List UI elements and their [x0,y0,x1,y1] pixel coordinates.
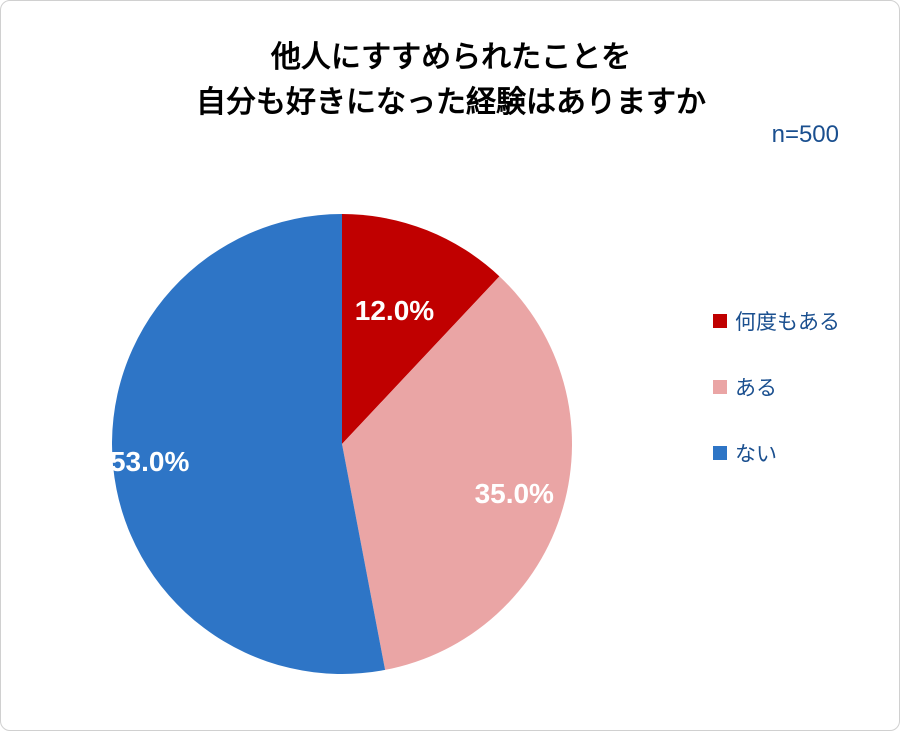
legend-label-0: 何度もある [735,306,840,336]
pie-label-no: 53.0% [110,446,189,478]
legend-item-1: ある [713,372,840,402]
legend-swatch-1 [713,380,727,394]
chart-title: 他人にすすめられたことを 自分も好きになった経験はありますか [1,35,900,125]
chart-title-line2: 自分も好きになった経験はありますか [196,86,706,119]
legend-item-2: ない [713,438,840,468]
sample-size-label: n=500 [772,121,839,149]
legend-item-0: 何度もある [713,306,840,336]
legend-label-2: ない [735,438,777,468]
chart-title-line1: 他人にすすめられたことを [271,41,631,74]
legend: 何度もあるあるない [713,306,840,468]
pie-label-yes: 35.0% [475,478,554,510]
pie-svg [112,214,572,674]
pie-chart: 12.0% 35.0% 53.0% [112,214,572,674]
pie-label-many: 12.0% [355,295,434,327]
chart-frame: 他人にすすめられたことを 自分も好きになった経験はありますか n=500 12.… [0,0,900,731]
legend-swatch-2 [713,446,727,460]
legend-label-1: ある [735,372,777,402]
legend-swatch-0 [713,314,727,328]
